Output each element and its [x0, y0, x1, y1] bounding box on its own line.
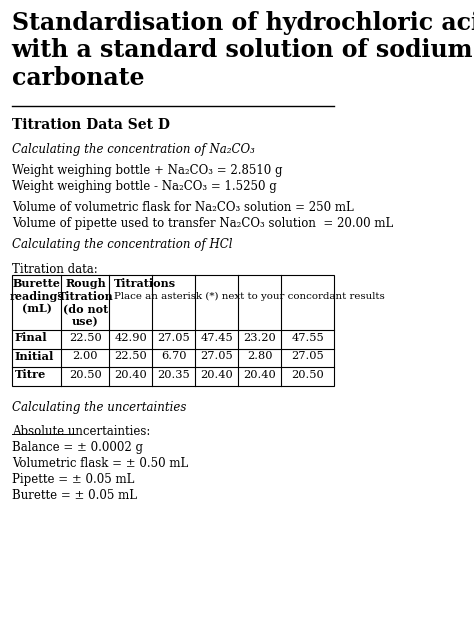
- Text: 2.00: 2.00: [73, 352, 98, 361]
- Text: 20.50: 20.50: [291, 370, 324, 380]
- Text: 42.90: 42.90: [115, 333, 147, 343]
- Text: 27.05: 27.05: [291, 352, 324, 361]
- Text: Calculating the concentration of HCl: Calculating the concentration of HCl: [12, 238, 232, 251]
- Text: Titre: Titre: [14, 370, 46, 380]
- Text: Titration Data Set D: Titration Data Set D: [12, 118, 170, 132]
- Text: Burette = ± 0.05 mL: Burette = ± 0.05 mL: [12, 490, 137, 503]
- Text: Pipette = ± 0.05 mL: Pipette = ± 0.05 mL: [12, 474, 134, 487]
- Text: Burette
readings
(mL): Burette readings (mL): [9, 278, 64, 314]
- Text: Volumetric flask = ± 0.50 mL: Volumetric flask = ± 0.50 mL: [12, 457, 188, 470]
- Text: 20.40: 20.40: [243, 370, 276, 380]
- Text: Absolute uncertainties:: Absolute uncertainties:: [12, 425, 150, 438]
- Text: Initial: Initial: [14, 351, 54, 362]
- Text: Titration data:: Titration data:: [12, 262, 98, 275]
- Text: 47.45: 47.45: [201, 333, 233, 343]
- Text: 22.50: 22.50: [115, 352, 147, 361]
- Text: Place an asterisk (*) next to your concordant results: Place an asterisk (*) next to your conco…: [114, 292, 384, 301]
- Text: Titrations: Titrations: [114, 278, 176, 289]
- Text: Rough
Titration
(do not
use): Rough Titration (do not use): [57, 278, 113, 327]
- Text: 47.55: 47.55: [291, 333, 324, 343]
- Text: Volume of volumetric flask for Na₂CO₃ solution = 250 mL: Volume of volumetric flask for Na₂CO₃ so…: [12, 201, 354, 214]
- Text: 20.50: 20.50: [69, 370, 102, 380]
- Text: 2.80: 2.80: [247, 352, 272, 361]
- Text: Weight weighing bottle + Na₂CO₃ = 2.8510 g: Weight weighing bottle + Na₂CO₃ = 2.8510…: [12, 164, 282, 177]
- Text: Volume of pipette used to transfer Na₂CO₃ solution  = 20.00 mL: Volume of pipette used to transfer Na₂CO…: [12, 217, 393, 230]
- Text: 27.05: 27.05: [201, 352, 233, 361]
- Text: 22.50: 22.50: [69, 333, 102, 343]
- Text: 20.40: 20.40: [115, 370, 147, 380]
- Text: 27.05: 27.05: [157, 333, 190, 343]
- Text: Weight weighing bottle - Na₂CO₃ = 1.5250 g: Weight weighing bottle - Na₂CO₃ = 1.5250…: [12, 180, 276, 193]
- Text: 20.40: 20.40: [201, 370, 233, 380]
- Bar: [12, 275, 334, 386]
- Text: Final: Final: [14, 332, 47, 344]
- Text: Calculating the concentration of Na₂CO₃: Calculating the concentration of Na₂CO₃: [12, 143, 255, 156]
- Text: 20.35: 20.35: [157, 370, 190, 380]
- Text: Standardisation of hydrochloric acid
with a standard solution of sodium
carbonat: Standardisation of hydrochloric acid wit…: [12, 11, 474, 90]
- Text: Calculating the uncertainties: Calculating the uncertainties: [12, 400, 186, 413]
- Text: 23.20: 23.20: [243, 333, 276, 343]
- Text: 6.70: 6.70: [161, 352, 187, 361]
- Text: Balance = ± 0.0002 g: Balance = ± 0.0002 g: [12, 441, 143, 454]
